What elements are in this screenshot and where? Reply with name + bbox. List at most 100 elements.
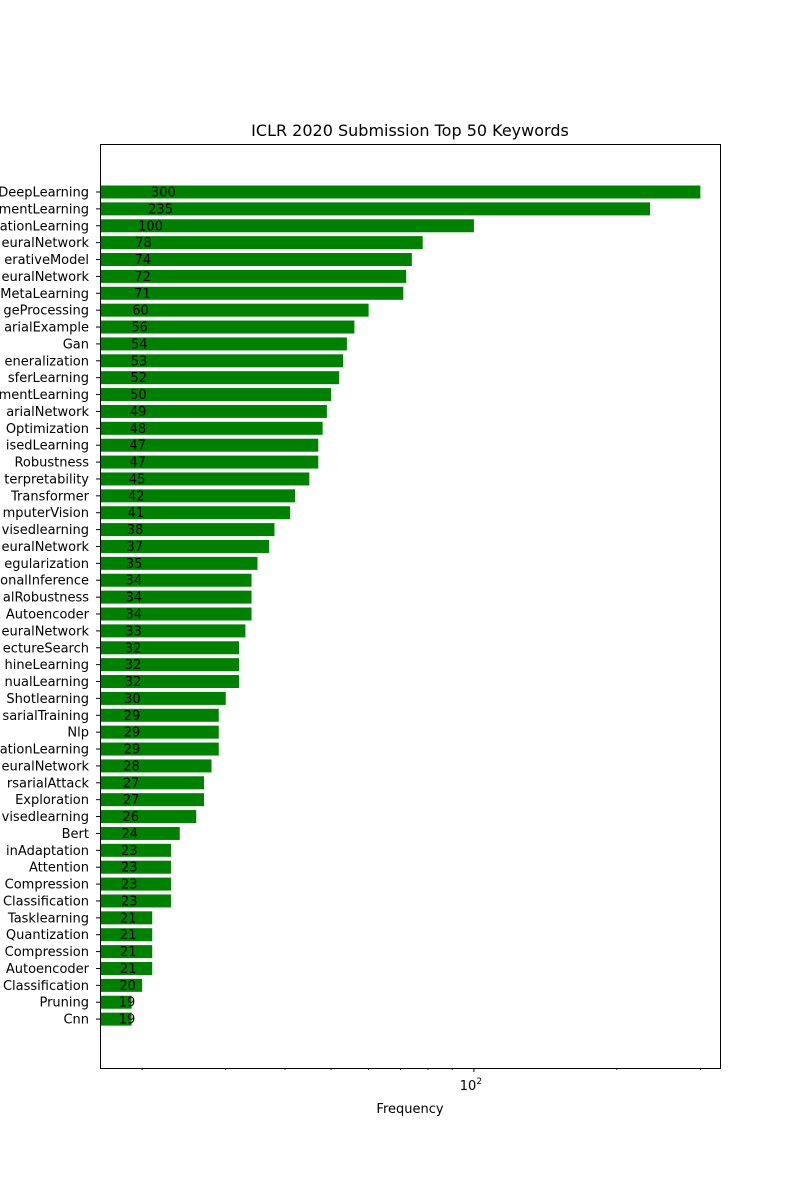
bar-value-label: 20 [119,979,136,994]
bar [100,843,171,857]
bar-value-label: 100 [138,219,163,234]
bar-value-label: 32 [125,641,142,656]
bar-value-label: 52 [131,371,148,386]
category-label: erativeModel [4,253,89,268]
bar [100,523,275,537]
category-label: Optimization [6,422,89,437]
category-label: alRobustness [3,591,89,606]
bar [100,303,369,317]
bar [100,675,240,689]
category-label: Compression [5,945,89,960]
bar [100,202,651,216]
bar-value-label: 24 [121,827,138,842]
bar [100,742,219,756]
category-label: Tasklearning [7,911,89,926]
category-label: arialNetwork [6,405,89,420]
bar [100,658,240,672]
category-label: sferLearning [8,371,89,386]
category-label: Robustness [14,456,89,471]
bar-value-label: 60 [132,304,149,319]
bar-value-label: 33 [125,624,142,639]
category-label: euralNetwork [2,270,90,285]
plot-frame [100,144,721,1069]
bar-value-label: 32 [125,675,142,690]
category-label: geProcessing [3,304,89,319]
bar-value-label: 34 [126,608,143,623]
bar [100,404,327,418]
category-label: ectureSearch [3,641,89,656]
bar-value-label: 26 [122,810,139,825]
bar-value-label: 29 [124,709,141,724]
bar-value-label: 32 [125,658,142,673]
chart-title: ICLR 2020 Submission Top 50 Keywords [251,121,569,140]
bar [100,219,474,233]
bar-value-label: 21 [120,962,137,977]
bar-value-label: 78 [135,236,152,251]
category-label: Classification [3,894,89,909]
bar-value-label: 19 [119,996,136,1011]
bar-value-label: 300 [151,186,176,201]
bar [100,320,355,334]
bar [100,236,423,250]
bar-value-label: 49 [130,405,147,420]
category-label: euralNetwork [2,624,90,639]
bar [100,1012,132,1026]
bars-layer [100,185,701,1026]
bar [100,995,132,1009]
bar-value-label: 37 [127,540,144,555]
bar [100,928,153,942]
category-label: visedlearning [2,810,89,825]
category-label: sarialTraining [2,709,89,724]
bar-value-label: 41 [128,506,145,521]
bar [100,455,319,469]
bar [100,489,296,503]
bar [100,708,219,722]
bar-value-label: 45 [129,472,146,487]
bar-value-label: 47 [129,456,146,471]
category-label: Gan [63,337,89,352]
bar [100,185,701,199]
category-label: visedlearning [2,523,89,538]
category-label: Attention [29,861,89,876]
bar [100,573,252,587]
bar [100,759,212,773]
category-label: DeepLearning [0,186,89,201]
bar [100,539,269,553]
bar-value-label: 47 [129,439,146,454]
bar [100,961,153,975]
bar-value-label: 23 [121,844,138,859]
bar [100,624,246,638]
category-label: Compression [5,878,89,893]
bar-value-label: 54 [131,337,148,352]
bar-value-label: 34 [126,591,143,606]
bar [100,691,226,705]
bar-value-label: 30 [124,692,141,707]
bar-value-label: 74 [135,253,152,268]
bar [100,725,219,739]
bar-value-label: 21 [120,911,137,926]
bar-value-label: 21 [120,928,137,943]
bar [100,877,171,891]
bar-value-label: 48 [130,422,147,437]
bar [100,506,291,520]
bar [100,860,171,874]
category-label: MetaLearning [0,287,89,302]
bar-value-label: 27 [123,776,140,791]
bar-value-label: 72 [134,270,151,285]
category-label: mputerVision [3,506,89,521]
category-label: rsarialAttack [7,776,90,791]
bar [100,337,347,351]
bar [100,978,143,992]
category-label: mentLearning [0,388,89,403]
x-major-tick-label: 102 [460,1077,482,1094]
category-label: nualLearning [5,675,90,690]
category-label: egularization [4,557,89,572]
category-label: terpretability [4,472,89,487]
category-label: euralNetwork [2,236,90,251]
bar [100,590,252,604]
bar-value-label: 235 [148,202,173,217]
category-label: inAdaptation [6,844,89,859]
bar-value-label: 21 [120,945,137,960]
bar [100,826,180,840]
